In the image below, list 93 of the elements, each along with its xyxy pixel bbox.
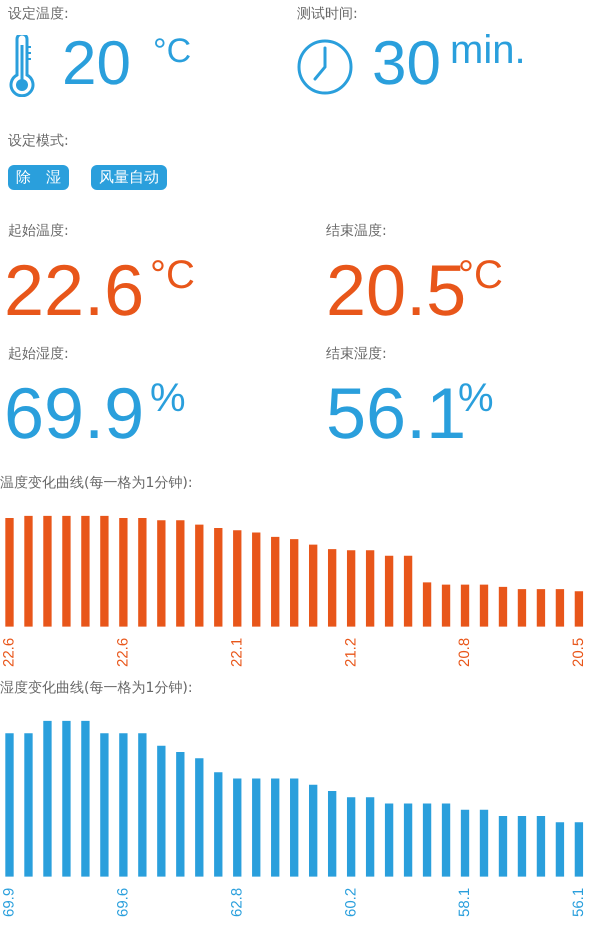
x-tick-label: 62.8: [228, 888, 246, 918]
bar: [214, 528, 222, 627]
bar: [309, 784, 318, 877]
bar: [119, 733, 128, 877]
x-tick-label: 20.5: [570, 638, 588, 668]
x-tick-label: 69.9: [0, 888, 18, 918]
bar: [176, 520, 184, 627]
bar: [5, 518, 14, 627]
bar: [460, 584, 470, 627]
bar: [5, 733, 14, 877]
bar: [536, 589, 546, 627]
bar: [290, 539, 298, 627]
bar: [404, 803, 412, 877]
bar: [176, 752, 184, 877]
text: 结束温度:: [326, 222, 387, 240]
bar: [271, 536, 280, 627]
bar: [574, 591, 584, 627]
x-tick-label: 22.6: [114, 638, 132, 668]
x-tick-label: 22.6: [0, 638, 18, 668]
text: 除 湿: [8, 165, 69, 190]
bar: [233, 778, 242, 877]
text: °C: [153, 32, 192, 70]
text: %: [150, 376, 186, 420]
x-tick-label: 22.1: [228, 638, 246, 668]
bar: [195, 758, 204, 877]
bar: [422, 582, 432, 627]
bar: [214, 772, 222, 877]
text: min.: [450, 28, 526, 72]
bar: [100, 733, 109, 877]
text: 设定温度:: [8, 5, 69, 23]
bar: [498, 816, 508, 877]
bar: [43, 720, 52, 877]
bar: [43, 516, 52, 627]
bar: [328, 791, 336, 877]
text: 起始温度:: [8, 222, 69, 240]
bar: [366, 550, 374, 627]
bar: [404, 556, 412, 627]
text: 风量自动: [91, 165, 167, 190]
text: 69.9: [4, 374, 144, 454]
text: 设定模式:: [8, 132, 69, 150]
text: 20: [62, 29, 131, 98]
bar: [233, 530, 242, 627]
x-tick-label: 58.1: [456, 888, 474, 918]
bar: [100, 516, 109, 627]
x-tick-label: 21.2: [342, 638, 360, 668]
bar: [195, 524, 204, 627]
bar: [309, 544, 318, 627]
bar: [252, 778, 260, 877]
text: 22.6: [4, 251, 144, 331]
x-tick-label: 20.8: [456, 638, 474, 668]
bar: [556, 822, 564, 877]
bar: [536, 816, 546, 877]
bar: [518, 816, 526, 877]
bar: [138, 733, 147, 877]
text: 结束湿度:: [326, 345, 387, 363]
text: °C: [150, 253, 195, 297]
bar: [460, 810, 470, 877]
bar: [252, 532, 260, 627]
bar: [442, 803, 450, 877]
x-tick-label: 60.2: [342, 888, 360, 918]
bar: [24, 733, 33, 877]
bar: [498, 586, 508, 627]
bar: [24, 516, 33, 627]
bar: [366, 797, 374, 877]
text: 起始湿度:: [8, 345, 69, 363]
x-tick-label: 69.6: [114, 888, 132, 918]
bar: [81, 516, 90, 627]
bar: [556, 589, 564, 627]
bar: [271, 778, 280, 877]
bar: [81, 720, 90, 877]
bar: [62, 516, 71, 627]
bar: [290, 778, 298, 877]
bar: [480, 584, 488, 627]
bar: [422, 803, 432, 877]
bar: [574, 822, 584, 877]
text: 测试时间:: [297, 5, 358, 23]
bar: [119, 518, 128, 627]
x-tick-label: 56.1: [570, 888, 588, 918]
text: 30: [372, 29, 441, 98]
bar: [480, 810, 488, 877]
bar: [346, 550, 356, 627]
bar: [518, 589, 526, 627]
bar: [62, 720, 71, 877]
bar: [157, 746, 166, 877]
bar: [384, 803, 394, 877]
bar: [442, 584, 450, 627]
chart-title: 温度变化曲线(每一格为1分钟):: [0, 475, 193, 492]
bar: [346, 797, 356, 877]
bar: [157, 520, 166, 627]
bar: [138, 518, 147, 627]
bar: [384, 556, 394, 627]
chart-title: 湿度变化曲线(每一格为1分钟):: [0, 680, 193, 696]
bar: [328, 549, 336, 627]
